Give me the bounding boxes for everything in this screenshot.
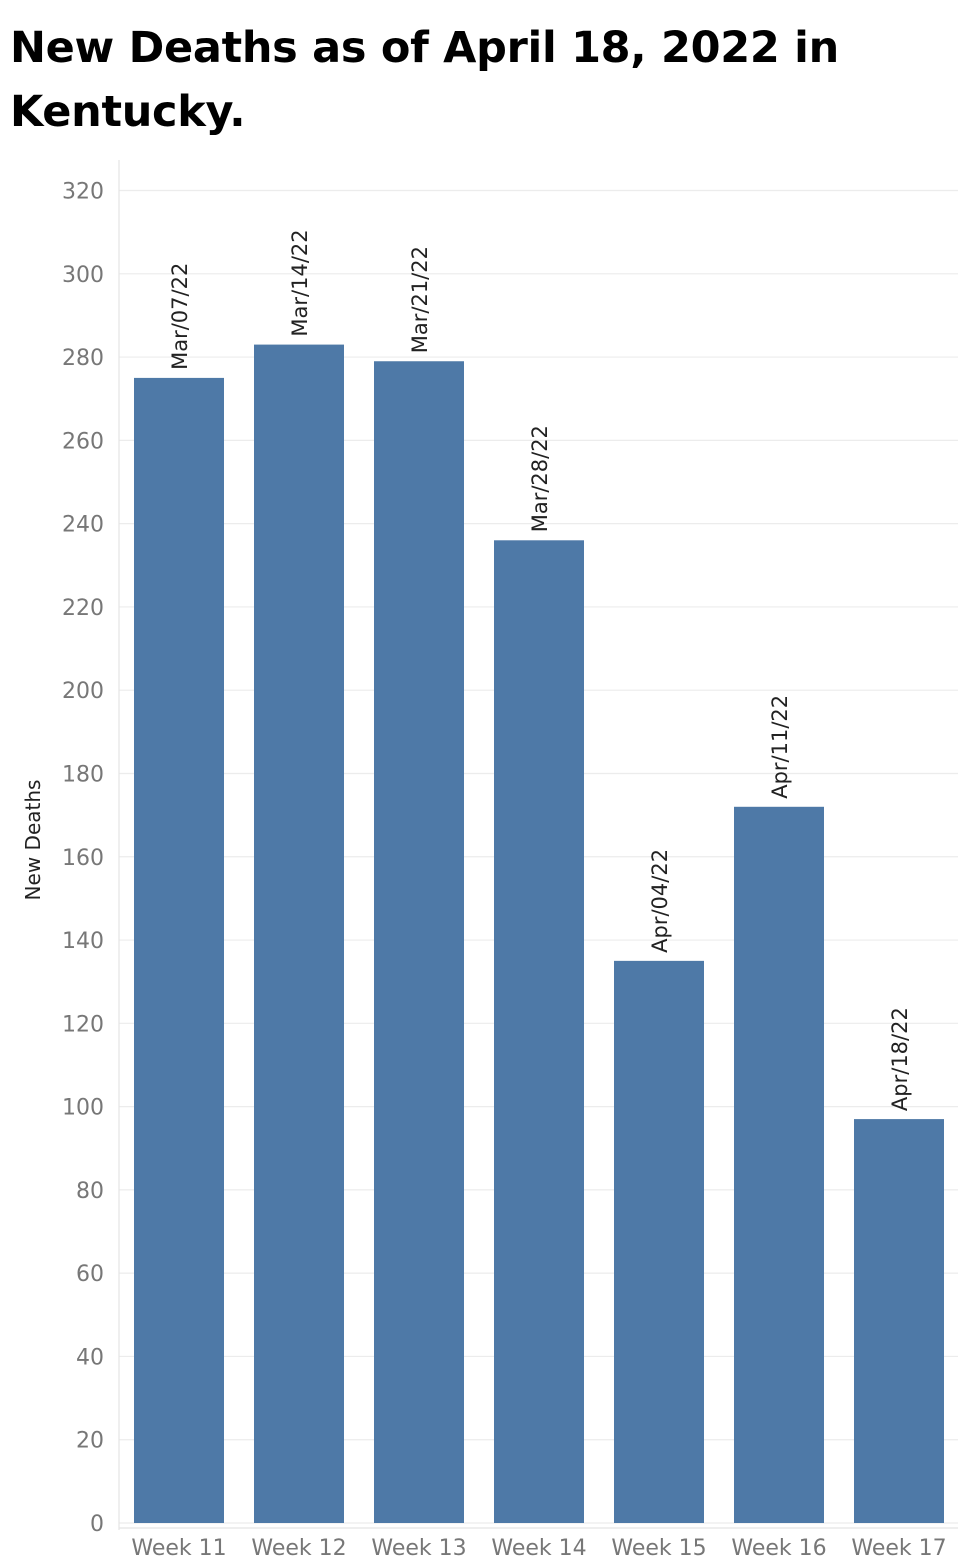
x-tick-label: Week 13 [371,1536,466,1561]
bar-data-labels: Mar/07/22 Mar/14/22 Mar/21/22 Mar/28/22 Apr/… [168,229,912,1111]
bar-data-label: Mar/07/22 [168,263,192,370]
y-tick-label: 100 [62,1096,104,1121]
y-tick-label: 200 [62,679,104,704]
y-tick-label: 160 [62,846,104,871]
y-tick-label: 180 [62,762,104,787]
x-tick-label: Week 12 [251,1536,346,1561]
y-tick-label: 120 [62,1012,104,1037]
y-tick-label: 60 [76,1262,104,1287]
bar-week-13 [374,361,464,1523]
y-tick-label: 20 [76,1429,104,1454]
bar-week-17 [854,1119,944,1523]
x-tick-label: Week 16 [731,1536,826,1561]
bars [134,344,944,1523]
axes [118,160,958,1530]
y-tick-label: 300 [62,263,104,288]
x-tick-label: Week 14 [491,1536,586,1561]
y-tick-label: 280 [62,346,104,371]
y-tick-label: 80 [76,1179,104,1204]
bar-data-label: Mar/21/22 [408,246,432,353]
bar-week-12 [254,344,344,1523]
y-tick-label: 320 [62,180,104,205]
y-tick-label: 140 [62,929,104,954]
y-tick-label: 0 [90,1512,104,1537]
bar-week-11 [134,377,224,1523]
bar-week-15 [614,960,704,1523]
bar-week-16 [734,806,824,1523]
y-tick-label: 40 [76,1345,104,1370]
x-axis-ticks: Week 11 Week 12 Week 13 Week 14 Week 15 Week … [131,1536,946,1561]
bar-data-label: Apr/04/22 [648,849,672,953]
bar-data-label: Apr/11/22 [768,695,792,799]
y-axis-title: New Deaths [21,780,45,901]
y-tick-label: 260 [62,429,104,454]
bar-week-14 [494,540,584,1523]
bar-data-label: Mar/28/22 [528,425,552,532]
y-tick-label: 240 [62,513,104,538]
chart-title: New Deaths as of April 18, 2022 in Kentu… [10,23,839,137]
x-tick-label: Week 15 [611,1536,706,1561]
x-tick-label: Week 11 [131,1536,226,1561]
y-axis-ticks: 0 20 40 60 80 100 120 140 160 180 200 220 240 260 280 3… [62,180,104,1537]
bar-data-label: Apr/18/22 [888,1007,912,1111]
x-tick-label: Week 17 [851,1536,946,1561]
bar-data-label: Mar/14/22 [288,229,312,336]
y-tick-label: 220 [62,596,104,621]
